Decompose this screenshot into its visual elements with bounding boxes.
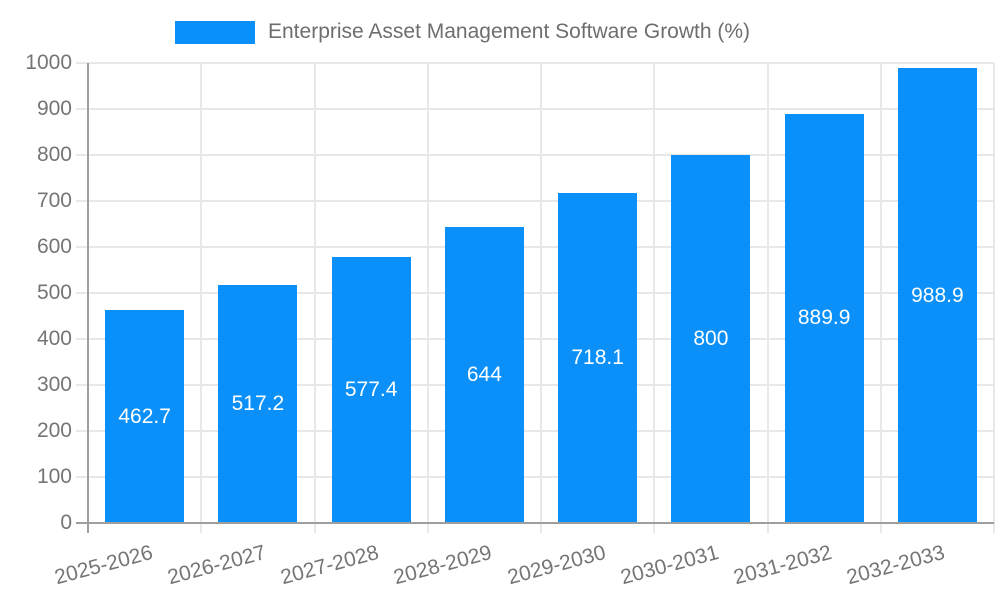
bar-value-label: 577.4 <box>344 378 398 402</box>
y-tick-label: 800 <box>36 143 72 166</box>
y-axis-line <box>87 63 89 533</box>
bar-value-label: 462.7 <box>118 404 171 428</box>
y-tick-label: 900 <box>36 97 72 120</box>
legend-swatch <box>175 21 255 44</box>
legend-label: Enterprise Asset Management Software Gro… <box>268 20 751 43</box>
gridline-vertical <box>766 63 769 533</box>
y-tick-label: 500 <box>36 281 72 304</box>
gridline-vertical <box>540 63 542 533</box>
y-tick-label: 1000 <box>25 51 72 74</box>
bar <box>558 192 638 523</box>
y-tick-label: 200 <box>36 419 72 442</box>
bar-value-label: 988.9 <box>911 283 964 307</box>
y-tick-label: 100 <box>36 465 72 488</box>
gridline-vertical <box>313 63 316 533</box>
bar <box>218 285 298 523</box>
y-tick-label: 700 <box>36 189 72 212</box>
gridline-vertical <box>653 63 656 533</box>
gridline-horizontal <box>76 62 994 64</box>
y-tick-label: 300 <box>36 373 72 396</box>
bar-value-label: 800 <box>693 327 729 350</box>
gridline-vertical <box>426 63 429 533</box>
bar <box>444 226 524 523</box>
bar-value-label: 718.1 <box>571 345 624 369</box>
bar-value-label: 889.9 <box>797 306 851 330</box>
bar <box>331 257 411 523</box>
bar <box>105 310 185 523</box>
gridline-horizontal <box>76 108 994 110</box>
y-tick-label: 0 <box>60 511 72 534</box>
y-tick-label: 600 <box>36 235 72 258</box>
bar <box>671 155 751 523</box>
y-tick-label: 400 <box>36 327 72 350</box>
bar <box>897 68 977 523</box>
bar <box>784 113 864 523</box>
gridline-vertical <box>200 63 203 533</box>
bar-value-label: 517.2 <box>231 392 285 416</box>
bar-value-label: 644 <box>466 362 502 386</box>
